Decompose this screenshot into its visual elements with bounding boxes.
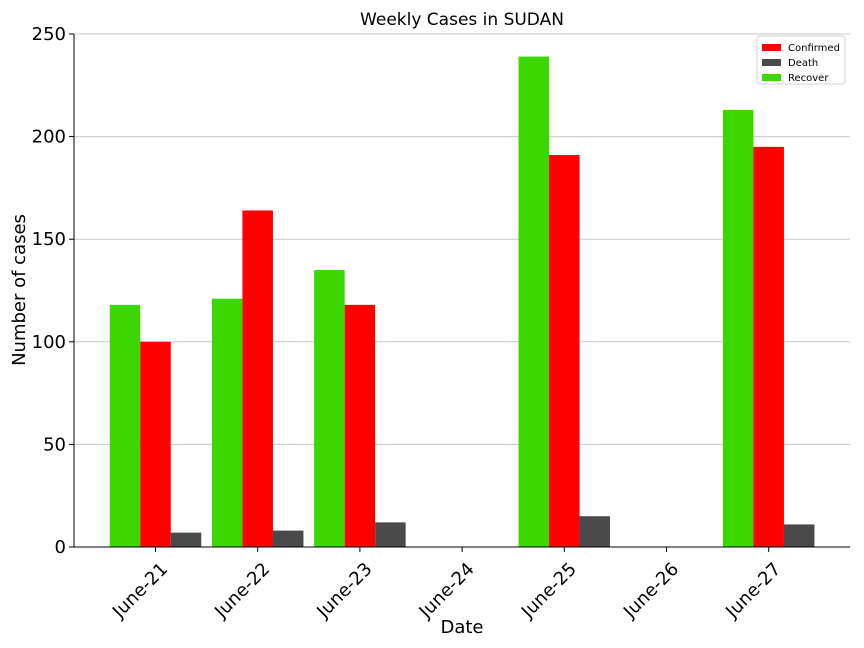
legend-label-recover: Recover <box>788 73 829 84</box>
bar-recover-june-21 <box>109 304 141 547</box>
bar-death-june-23 <box>375 522 406 547</box>
legend-swatch-death <box>762 59 781 66</box>
bar-recover-june-27 <box>722 109 754 547</box>
x-tick-label: June-21 <box>108 559 172 623</box>
legend-swatch-recover <box>762 74 781 81</box>
y-axis-label: Number of cases <box>9 214 30 366</box>
x-tick-label: June-23 <box>312 559 376 623</box>
x-tick-label: June-26 <box>619 559 683 623</box>
x-axis-ticks: June-21 June-22 June-23 June-24 June-25 June-… <box>108 547 785 623</box>
y-tick-label: 0 <box>55 537 66 558</box>
bars-group <box>109 56 815 548</box>
bar-death-june-22 <box>272 530 304 547</box>
bar-confirmed-june-27 <box>753 146 784 548</box>
bar-recover-june-23 <box>314 269 345 547</box>
legend: Confirmed Death Recover <box>756 35 846 85</box>
y-axis-ticks: 0 50 100 150 200 250 <box>32 24 74 558</box>
y-tick-label: 250 <box>32 24 66 45</box>
bar-recover-june-22 <box>211 298 243 547</box>
chart-title: Weekly Cases in SUDAN <box>360 10 564 30</box>
y-tick-label: 50 <box>43 434 66 455</box>
x-tick-label: June-27 <box>721 559 785 623</box>
legend-label-death: Death <box>788 58 818 69</box>
bar-confirmed-june-25 <box>549 155 580 547</box>
y-tick-label: 100 <box>32 332 66 353</box>
bar-death-june-27 <box>783 524 815 547</box>
y-tick-label: 200 <box>32 127 66 148</box>
bar-confirmed-june-21 <box>140 341 171 547</box>
bar-confirmed-june-23 <box>344 304 376 547</box>
x-tick-label: June-24 <box>415 559 479 623</box>
x-tick-label: June-25 <box>517 559 581 623</box>
bar-death-june-21 <box>170 532 202 547</box>
bar-recover-june-25 <box>518 56 550 548</box>
grid-lines <box>74 33 850 445</box>
bar-confirmed-june-22 <box>242 210 273 548</box>
legend-label-confirmed: Confirmed <box>788 43 840 54</box>
legend-swatch-confirmed <box>762 44 781 51</box>
y-tick-label: 150 <box>32 229 66 250</box>
bar-death-june-25 <box>579 516 611 547</box>
x-tick-label: June-22 <box>210 559 274 623</box>
x-axis-label: Date <box>440 617 483 638</box>
